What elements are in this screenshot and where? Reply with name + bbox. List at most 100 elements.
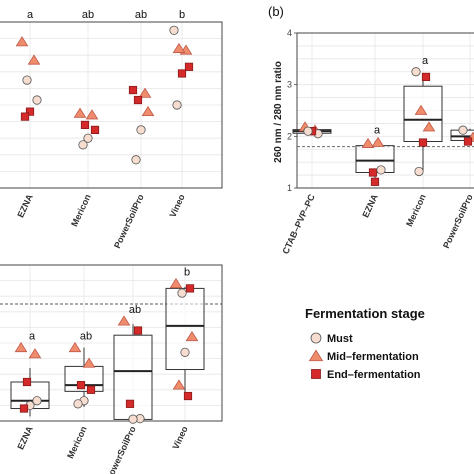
point-mid	[73, 107, 87, 118]
point-end	[22, 377, 32, 387]
point-must	[458, 125, 468, 135]
point-end	[25, 107, 35, 116]
point-end	[128, 85, 138, 95]
significance-letter: b	[184, 267, 190, 279]
y-tick-label: 4	[287, 28, 292, 38]
point-must	[73, 399, 83, 409]
panel-border	[296, 32, 474, 189]
point-mid	[308, 349, 324, 362]
y-tick-label: 3	[287, 80, 292, 90]
point-mid	[138, 87, 152, 98]
point-mid	[169, 277, 183, 289]
point-end	[421, 72, 431, 82]
point-end	[76, 381, 86, 390]
legend-item-label: End–fermentation	[327, 369, 421, 381]
significance-letter: ab	[80, 331, 92, 343]
point-end	[177, 69, 187, 78]
point-must	[32, 396, 42, 406]
x-tick-label: Mericon	[65, 425, 89, 461]
panel-top-right: 1 2 3 4 a a CTAB–PVP–PC EZNA Mericon PowerSoilPro	[280, 28, 474, 256]
points	[15, 25, 194, 165]
point-end	[185, 284, 195, 293]
panel-border	[0, 264, 223, 422]
point-end	[183, 391, 193, 401]
legend-item-end: End–fermentation	[311, 369, 421, 381]
legend-item-mid: Mid–fermentation	[308, 349, 419, 363]
x-tick-label: CTAB–PVP–PC	[280, 192, 317, 255]
legend-title: Fermentation stage	[305, 306, 425, 321]
legend-item-label: Mid–fermentation	[327, 351, 419, 363]
points	[14, 277, 199, 424]
point-must	[310, 332, 322, 344]
point-must	[78, 140, 88, 150]
point-must	[32, 95, 42, 105]
y-axis-label-right: 260 nm / 280 nm ratio	[273, 61, 284, 163]
point-must	[411, 67, 421, 77]
box	[165, 287, 205, 371]
point-mid	[414, 104, 428, 115]
x-tick-label: PowerSoilPro	[441, 192, 474, 250]
point-end	[133, 95, 143, 105]
point-must	[303, 126, 313, 136]
point-end	[463, 137, 473, 146]
point-end	[133, 326, 143, 335]
point-mid	[172, 42, 186, 53]
point-must	[180, 347, 190, 357]
x-tick-label: Vineo	[167, 192, 187, 219]
legend-item-label: Must	[327, 333, 353, 345]
points	[298, 67, 474, 186]
point-mid	[14, 341, 28, 353]
significance-letter: ab	[135, 9, 147, 21]
point-mid	[117, 315, 131, 326]
x-tick-label: EZNA	[15, 424, 35, 451]
point-must	[177, 288, 187, 298]
point-mid	[28, 348, 42, 359]
x-tick-label: Vineo	[170, 424, 190, 451]
y-tick-label: 1	[287, 183, 292, 193]
y-tick-label: 2	[287, 131, 292, 141]
point-mid	[15, 36, 29, 47]
point-must	[136, 125, 146, 135]
x-tick-label: PowerSoilPro	[104, 424, 138, 474]
boxplot-3	[165, 286, 205, 398]
point-end	[125, 399, 135, 408]
point-end	[86, 385, 96, 394]
point-mid	[82, 357, 96, 368]
point-mid	[422, 121, 436, 132]
point-must	[414, 166, 424, 177]
point-must	[169, 25, 179, 35]
significance-letter: a	[422, 55, 429, 67]
significance-letter: ab	[129, 304, 141, 316]
panel-top-left: a ab ab b EZNA Mericon PowerSoilPro Vineo	[0, 9, 223, 250]
point-end	[370, 177, 380, 186]
significance-letter: a	[27, 9, 34, 21]
significance-letter: b	[179, 9, 185, 21]
point-must	[131, 155, 141, 165]
point-mid	[371, 136, 385, 147]
point-mid	[141, 105, 155, 117]
point-mid	[185, 331, 199, 342]
point-must	[22, 75, 32, 85]
point-end	[418, 138, 428, 147]
significance-letter: a	[29, 331, 36, 343]
panel-label-b: (b)	[268, 4, 284, 19]
point-must	[128, 414, 138, 424]
boxplot-2	[403, 74, 443, 173]
point-end	[368, 168, 378, 177]
grid	[0, 21, 222, 189]
point-mid	[361, 137, 375, 148]
point-end	[80, 120, 90, 130]
point-must	[83, 133, 93, 143]
panel-bottom-left: a ab ab b EZNA Mericon PowerSoilPro Vineo	[0, 264, 223, 474]
point-end	[20, 112, 30, 121]
x-tick-label: EZNA	[15, 192, 35, 219]
point-end	[184, 62, 194, 71]
x-tick-label: Mericon	[404, 193, 428, 229]
significance-letter: a	[374, 125, 381, 137]
point-mid	[27, 54, 41, 65]
point-mid	[68, 341, 82, 353]
legend: Fermentation stage Must Mid–fermentation E…	[305, 306, 425, 381]
x-tick-label: EZNA	[360, 192, 380, 219]
point-must	[376, 165, 386, 175]
